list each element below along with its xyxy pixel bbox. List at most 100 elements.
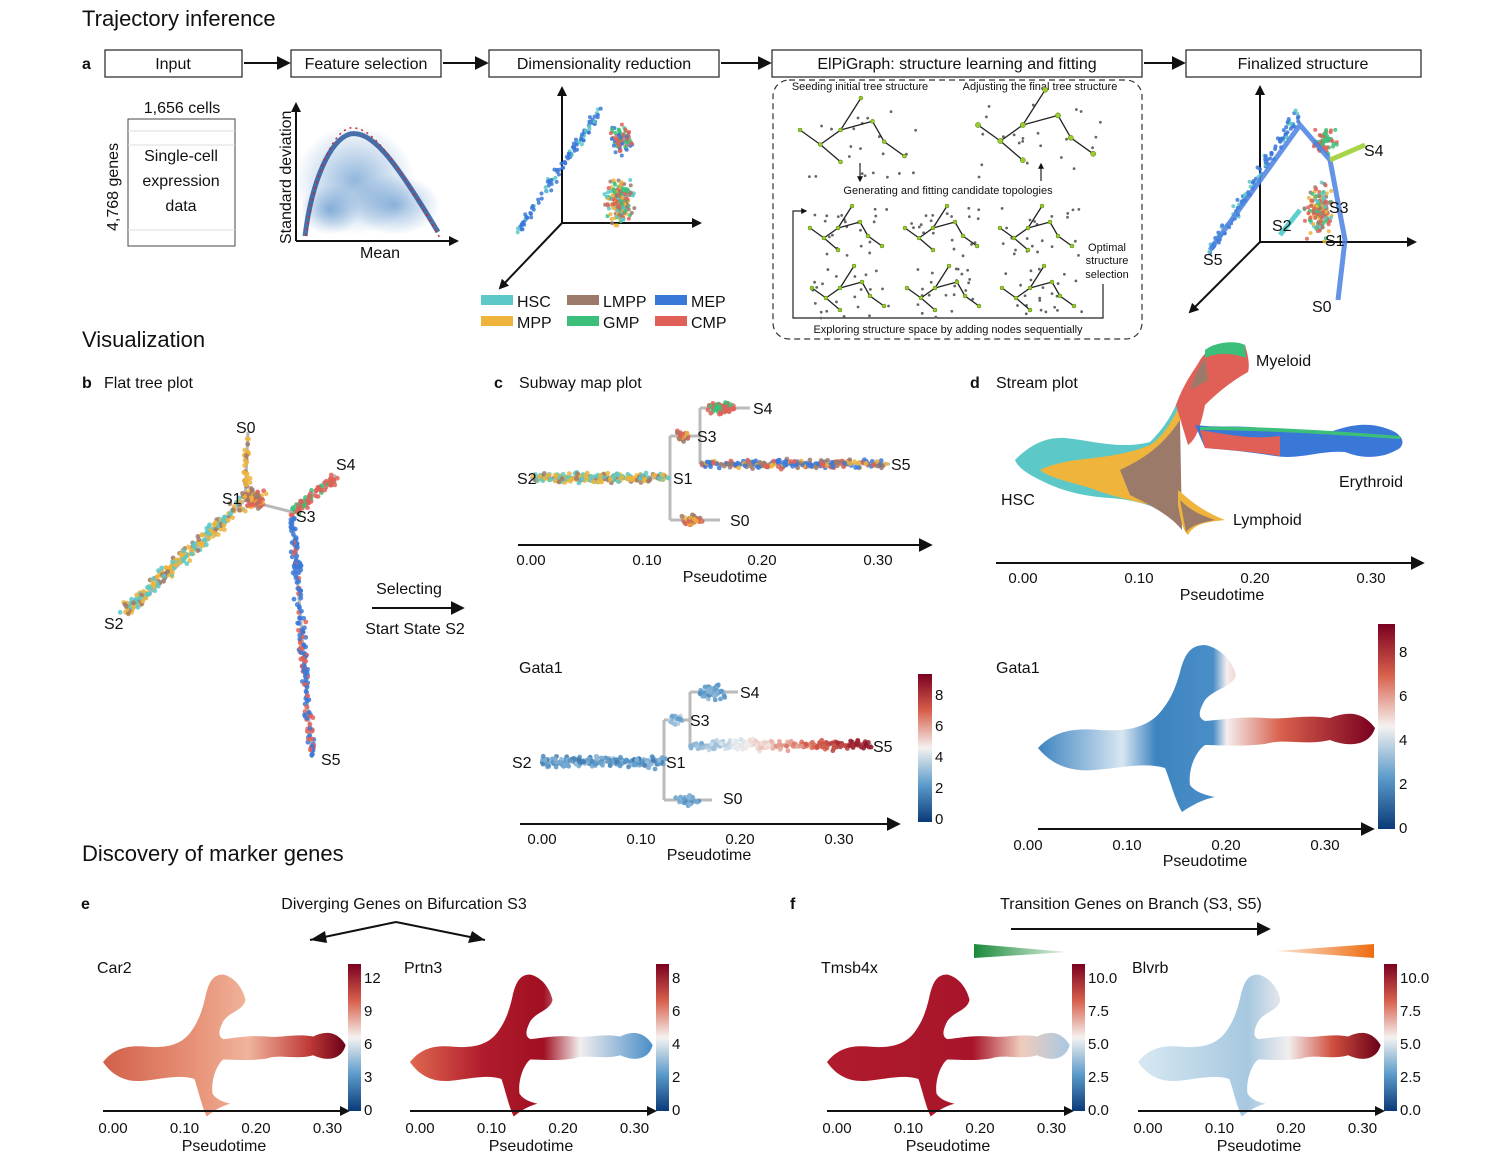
dimred-point — [515, 230, 520, 235]
final-point — [1308, 230, 1313, 235]
subway-state-s1: S1 — [673, 471, 693, 488]
dimred-point — [629, 141, 634, 146]
dimred-point — [572, 148, 577, 153]
flat-point — [319, 483, 324, 489]
subway-point — [782, 462, 788, 468]
gata1-subway-point — [815, 743, 820, 749]
dimred-point — [606, 206, 611, 211]
elpi-data-point — [1021, 139, 1025, 143]
stream-branch-hsc: HSC — [1001, 492, 1035, 509]
gata1-state-s2: S2 — [512, 755, 532, 772]
elpi-data-point — [1053, 305, 1057, 309]
elpi-generate-label: Generating and fitting candidate topolog… — [843, 185, 1053, 197]
elpi-data-point — [1033, 220, 1037, 223]
stream-xlabel: Pseudotime — [1180, 587, 1265, 604]
gata1-subway-point — [700, 745, 706, 751]
subway-point — [848, 461, 853, 467]
dimred-point — [611, 187, 616, 192]
flat-point — [290, 532, 296, 537]
mini-stream-prtn3: Prtn3 0.00 0.10 0.20 0.30 Pseudotime 8 6 4 2 0 — [404, 960, 680, 1155]
subway-point — [727, 464, 733, 470]
flat-point — [123, 603, 129, 609]
flat-point — [154, 575, 160, 580]
elpi-tree-edge — [809, 205, 853, 239]
flat-point — [322, 480, 327, 486]
flat-point — [165, 569, 171, 574]
elpi-tree-node — [1027, 307, 1033, 313]
mini-tick: 0.00 — [405, 1120, 434, 1137]
dimred-point — [615, 137, 620, 142]
expression-matrix: 1,656 cells Single-cell expression data … — [105, 100, 236, 247]
elpi-data-point — [1016, 304, 1019, 307]
elpi-data-point — [1066, 212, 1070, 215]
final-point — [1324, 191, 1329, 196]
subway-point — [820, 462, 826, 468]
subway-points — [530, 400, 888, 527]
elpi-data-point — [885, 175, 889, 179]
flat-point — [314, 488, 319, 494]
elpi-data-point — [881, 287, 884, 291]
dimred-point — [623, 127, 628, 132]
flat-point — [301, 615, 307, 621]
flat-point — [303, 676, 309, 682]
elpi-data-point — [981, 132, 985, 136]
elpi-tree-edge — [840, 120, 905, 157]
flat-point — [195, 548, 201, 553]
gata1-subway-point — [735, 747, 740, 752]
dimred-point — [543, 185, 548, 190]
final-point — [1313, 127, 1318, 132]
gata1-subway-point — [631, 762, 637, 768]
elpi-tree-node — [851, 263, 857, 269]
gata1-subway-point — [725, 745, 731, 751]
elpi-tree-edge — [906, 265, 950, 299]
subway-point — [716, 465, 722, 471]
subway-point — [722, 400, 728, 406]
elpi-tree-node — [1011, 235, 1017, 241]
elpi-tree-node — [857, 219, 863, 225]
gata1-subway-point — [706, 689, 711, 694]
elpi-tree-node — [797, 127, 803, 133]
elpi-data-point — [976, 217, 980, 221]
elpi-data-point — [1028, 218, 1032, 222]
final-point — [1263, 154, 1268, 159]
elpi-data-point — [977, 208, 981, 212]
dimred-point — [614, 215, 619, 220]
subway-point — [875, 463, 880, 469]
gata1-subway-point — [672, 722, 678, 727]
final-point — [1312, 206, 1317, 211]
elpi-data-point — [1040, 239, 1044, 243]
final-point — [1310, 191, 1315, 196]
panel-f-letter: f — [790, 896, 796, 913]
subway-point — [598, 477, 604, 483]
final-point — [1288, 121, 1293, 126]
flat-point — [189, 548, 195, 553]
subway-point — [629, 476, 635, 481]
flat-point — [150, 581, 156, 587]
flat-point — [297, 615, 302, 621]
dimred-point — [620, 217, 625, 222]
elpi-tree-node — [904, 285, 910, 291]
flat-point — [140, 598, 146, 604]
mini-colorbar-tick: 6 — [364, 1036, 372, 1053]
elpi-tree-node — [849, 203, 855, 209]
elpi-data-point — [934, 315, 938, 319]
flat-point — [184, 561, 190, 567]
gata1-subway-point — [785, 748, 791, 754]
mini-stream-shape — [826, 974, 1070, 1117]
gata1-subway-point — [855, 738, 860, 744]
elpi-tree-edge — [1013, 237, 1029, 251]
legend-label-mpp: MPP — [517, 315, 552, 332]
dimred-point — [536, 197, 541, 202]
elpi-data-point — [1066, 215, 1069, 219]
subway-point — [598, 473, 603, 478]
elpi-data-point — [1091, 146, 1094, 150]
flat-point — [296, 605, 302, 611]
legend-swatch-cmp — [655, 316, 687, 326]
final-point — [1314, 194, 1319, 199]
elpigraph-panel: Seeding initial tree structure Adjusting… — [772, 79, 1143, 340]
elpi-optimal-1: Optimal — [1088, 242, 1126, 254]
dimred-point — [581, 138, 586, 143]
dimred-point — [611, 197, 616, 202]
mini-title-blvrb: Blvrb — [1132, 960, 1169, 977]
subway-point — [708, 410, 714, 416]
